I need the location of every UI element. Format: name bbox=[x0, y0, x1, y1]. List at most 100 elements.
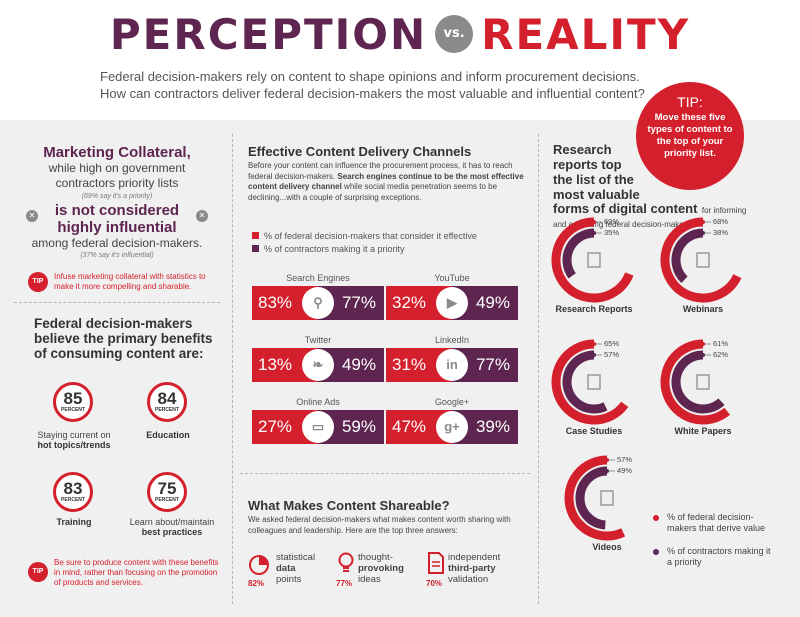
stat-label-85-line2: hot topics/trends bbox=[37, 440, 111, 450]
title-perception: PERCEPTION bbox=[109, 10, 428, 59]
research-legend-plum-text: % of contractors making it a priority bbox=[667, 546, 771, 567]
marketing-line3: contractors priority lists bbox=[55, 176, 179, 190]
gauge-dot bbox=[701, 220, 705, 224]
stat-value-85: 85 bbox=[63, 389, 83, 408]
title-reality: REALITY bbox=[481, 10, 691, 59]
gauge-fed-value: 57% bbox=[617, 455, 633, 464]
gauge-arc-fed bbox=[551, 217, 634, 303]
share-text-data: statistical data points bbox=[276, 552, 315, 585]
channel-tile: 47% 39% g+ bbox=[386, 410, 518, 444]
gauge-dot bbox=[605, 469, 609, 473]
research-legend-plum: % of contractors making it a priority bbox=[653, 546, 773, 568]
gauge-arc-con bbox=[575, 466, 608, 530]
x-icon-right: ✕ bbox=[196, 210, 208, 222]
legend-red: % of federal decision-makers that consid… bbox=[252, 230, 477, 243]
gauge-chart bbox=[660, 217, 742, 303]
marketing-tip-text: Infuse marketing collateral with statist… bbox=[54, 272, 206, 291]
research-h1: Research bbox=[553, 142, 612, 157]
gauge-arc-fed bbox=[660, 217, 742, 303]
channel-label: Online Ads bbox=[296, 397, 340, 407]
legend-red-text: % of federal decision-makers that consid… bbox=[264, 231, 477, 241]
gauge-con-value: 49% bbox=[617, 466, 633, 475]
stat-circle-75: 75 PERCENT bbox=[147, 472, 187, 512]
share-val-l2: third-party bbox=[448, 563, 496, 574]
share-text-validation: independent third-party validation bbox=[448, 552, 500, 585]
gauge-label: White Papers bbox=[674, 426, 732, 436]
channel-tile: 27% 59% ▭ bbox=[252, 410, 384, 444]
stat-label-83-line2: Training bbox=[56, 517, 92, 527]
search-icon: ⚲ bbox=[302, 287, 334, 319]
gauge-dot bbox=[592, 231, 596, 235]
share-data-l2: data bbox=[276, 563, 296, 574]
share-data-l3: points bbox=[276, 574, 302, 585]
content-area: Marketing Collateral, while high on gove… bbox=[0, 120, 800, 617]
stat-circle-85: 85 PERCENT bbox=[53, 382, 93, 422]
share-ideas-l2: provoking bbox=[358, 563, 404, 574]
benefits-tip-text: Be sure to produce content with these be… bbox=[54, 558, 219, 587]
channels-intro-bold: Search engines continue to be the most e… bbox=[248, 171, 524, 192]
laptop-icon: ▭ bbox=[302, 411, 334, 443]
marketing-line6: among federal decision-makers. bbox=[31, 236, 203, 250]
shareable-heading: What Makes Content Shareable? bbox=[248, 498, 450, 513]
divider-left-h bbox=[14, 302, 220, 303]
tip-badge: TIP: Move these five types of content to… bbox=[636, 82, 744, 190]
gauge-arc-fed bbox=[564, 455, 626, 541]
google-plus-icon: g+ bbox=[436, 411, 468, 443]
marketing-line1: Marketing Collateral, bbox=[43, 144, 191, 161]
stat-label-85: Staying current on hot topics/trends bbox=[20, 430, 128, 450]
marketing-note2: (37% say it's influential) bbox=[80, 252, 154, 259]
channel-fed-value: 47% bbox=[392, 417, 427, 436]
marketing-line4: is not considered bbox=[54, 202, 180, 219]
webinar-icon bbox=[696, 252, 710, 268]
stat-value-83: 83 bbox=[63, 479, 83, 498]
percent-label: PERCENT bbox=[155, 497, 179, 503]
research-heading-end-text: for informing and educating federal deci… bbox=[553, 206, 747, 229]
gauge-arc-con bbox=[671, 350, 725, 414]
share-item-validation: 70% independent third-party validation bbox=[426, 552, 530, 592]
share-val-l3: validation bbox=[448, 574, 489, 585]
legend-plum-text: % of contractors making it a priority bbox=[264, 244, 405, 254]
marketing-line2: while high on government bbox=[48, 161, 186, 175]
channel-con-value: 77% bbox=[475, 355, 510, 374]
channel-tile: 83% 77% ⚲ bbox=[252, 286, 384, 320]
gauge-arc-con bbox=[562, 228, 595, 279]
benefits-heading: Federal decision-makers believe the prim… bbox=[34, 316, 213, 361]
gauge-dot bbox=[701, 231, 705, 235]
research-legend-red: % of federal decision-makers that derive… bbox=[653, 512, 773, 534]
share-item-data: 82% statistical data points bbox=[248, 552, 338, 592]
share-text-ideas: thought- provoking ideas bbox=[358, 552, 404, 585]
channel-label: LinkedIn bbox=[434, 335, 470, 345]
divider-left bbox=[232, 134, 233, 604]
stat-label-83: Training bbox=[20, 517, 128, 527]
subtitle: Federal decision-makers rely on content … bbox=[100, 68, 700, 102]
channels-intro-text: Before your content can influence the pr… bbox=[248, 161, 513, 181]
gauge-fed-value: 69% bbox=[604, 217, 620, 226]
gauge-chart bbox=[564, 455, 626, 541]
stat-circle-83: 83 PERCENT bbox=[53, 472, 93, 512]
research-heading-end: forms of digital content for informing a… bbox=[553, 201, 753, 231]
channel-con-value: 49% bbox=[341, 355, 376, 374]
research-legend: % of federal decision-makers that derive… bbox=[653, 512, 773, 568]
stat-circle-84: 84 PERCENT bbox=[147, 382, 187, 422]
channel-con-value: 39% bbox=[475, 417, 510, 436]
research-legend-red-text: % of federal decision-makers that derive… bbox=[667, 512, 766, 533]
channel-con-value: 49% bbox=[475, 293, 510, 312]
marketing-note1: (69% say it's a priority) bbox=[81, 193, 153, 200]
gauge-label: Videos bbox=[592, 542, 622, 552]
video-camera-icon bbox=[600, 490, 614, 506]
channel-fed-value: 32% bbox=[392, 293, 427, 312]
share-item-ideas: 77% thought- provoking ideas bbox=[336, 552, 426, 592]
percent-label: PERCENT bbox=[61, 497, 85, 503]
channel-fed-value: 83% bbox=[258, 293, 293, 312]
divider-mid-h bbox=[240, 473, 530, 474]
share-data-l1: statistical bbox=[276, 552, 316, 563]
gauge-dot bbox=[592, 342, 596, 346]
stat-label-84-line2: Education bbox=[146, 430, 190, 440]
subtitle-line2: How can contractors deliver federal deci… bbox=[100, 86, 645, 101]
channel-con-value: 77% bbox=[341, 293, 376, 312]
channel-fed-value: 31% bbox=[392, 355, 427, 374]
subtitle-line1: Federal decision-makers rely on content … bbox=[100, 69, 640, 84]
x-icon-left: ✕ bbox=[26, 210, 38, 222]
research-h5: forms of digital content bbox=[553, 201, 698, 216]
gauge-con-value: 35% bbox=[604, 228, 620, 237]
